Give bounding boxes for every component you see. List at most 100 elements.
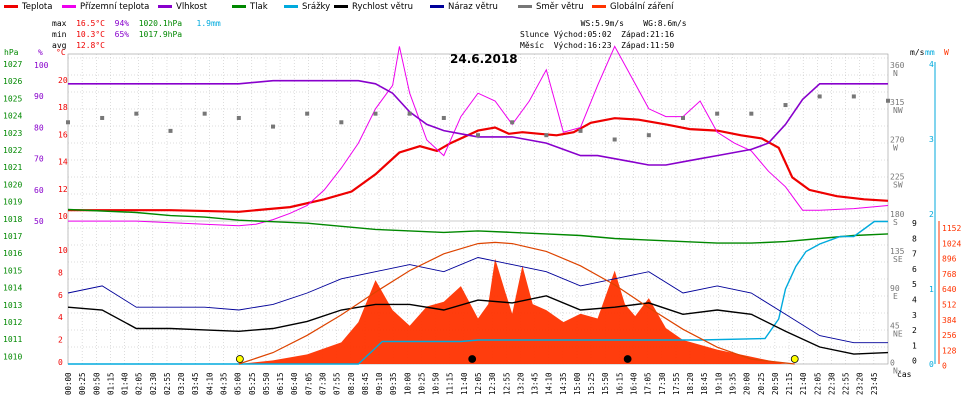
sun-label: Slunce bbox=[520, 30, 549, 39]
legend-label: Globální záření bbox=[610, 2, 674, 12]
pct-tick: 60 bbox=[34, 186, 44, 195]
time-tick-label: 07:55 bbox=[333, 372, 342, 395]
time-tick-label: 10:25 bbox=[417, 372, 426, 395]
time-tick-label: 02:55 bbox=[163, 372, 172, 395]
stat-max-hum: 94% bbox=[114, 19, 130, 28]
wind-ms-tick: 8 bbox=[912, 234, 917, 243]
time-tick-label: 08:45 bbox=[361, 372, 370, 395]
hpa-tick: 1024 bbox=[3, 112, 22, 121]
pct-tick: 100 bbox=[34, 61, 49, 70]
lower-tick: 2 bbox=[58, 336, 63, 345]
time-tick-label: 02:30 bbox=[149, 372, 158, 395]
sun-rise: Východ:05:02 bbox=[553, 30, 612, 39]
time-tick-label: 02:05 bbox=[135, 372, 144, 395]
dir-tick-deg: 90 bbox=[890, 284, 900, 293]
time-tick-label: 21:15 bbox=[785, 372, 794, 395]
legend-label: Rychlost větru bbox=[352, 2, 414, 12]
w-tick: 128 bbox=[942, 346, 957, 355]
legend-swatch bbox=[284, 5, 298, 8]
c-tick: 10 bbox=[58, 212, 68, 221]
radiation-layer bbox=[68, 258, 888, 364]
stat-max-rain: 1.9mm bbox=[196, 19, 221, 28]
wind-direction-point bbox=[510, 120, 515, 125]
time-tick-label: 15:50 bbox=[601, 372, 610, 395]
dir-tick-deg: 360 bbox=[890, 61, 905, 70]
time-tick-label: 17:55 bbox=[672, 372, 681, 395]
lower-tick: 0 bbox=[58, 358, 63, 367]
dir-tick-name: SW bbox=[893, 181, 903, 190]
wind-direction-point bbox=[886, 98, 890, 103]
pct-unit: % bbox=[38, 48, 43, 57]
time-tick-label: 23:45 bbox=[870, 372, 879, 395]
series-line bbox=[238, 241, 795, 365]
moon-label: Měsíc bbox=[520, 41, 545, 50]
wind-direction-point bbox=[851, 94, 856, 99]
time-tick-label: 03:20 bbox=[177, 372, 186, 395]
dir-tick-deg: 135 bbox=[890, 247, 905, 256]
legend-swatch bbox=[158, 5, 172, 8]
hpa-tick: 1010 bbox=[3, 352, 22, 361]
grid bbox=[67, 53, 889, 365]
marker-point bbox=[235, 355, 244, 363]
hpa-tick: 1022 bbox=[3, 146, 22, 155]
hpa-tick: 1017 bbox=[3, 232, 22, 241]
time-tick-label: 10:00 bbox=[403, 372, 412, 395]
c-unit: °C bbox=[56, 48, 66, 57]
dir-tick-deg: 315 bbox=[890, 98, 905, 107]
wind-direction-point bbox=[715, 111, 720, 116]
mm-tick: 2 bbox=[929, 210, 934, 219]
dir-tick-name: W bbox=[893, 143, 898, 152]
w-tick: 1024 bbox=[942, 239, 961, 248]
marker-point bbox=[790, 355, 799, 363]
time-tick-label: 01:40 bbox=[121, 372, 130, 395]
series-line bbox=[67, 257, 888, 344]
mm-tick: 3 bbox=[929, 135, 934, 144]
legend-swatch bbox=[592, 5, 606, 8]
ms-unit: m/s bbox=[910, 48, 925, 57]
time-tick-label: 09:35 bbox=[389, 372, 398, 395]
time-tick-label: 07:05 bbox=[304, 372, 313, 395]
dir-tick-deg: 45 bbox=[890, 321, 900, 330]
stat-label: min bbox=[52, 30, 67, 39]
hpa-tick: 1020 bbox=[3, 180, 22, 189]
hpa-tick: 1019 bbox=[3, 198, 22, 207]
wind-direction-point bbox=[612, 137, 617, 142]
dir-tick-name: N bbox=[893, 367, 898, 376]
legend-item: Přízemní teplota bbox=[62, 2, 149, 12]
time-tick-label: 06:15 bbox=[276, 372, 285, 395]
time-tick-label: 17:05 bbox=[644, 372, 653, 395]
legend-label: Náraz větru bbox=[448, 2, 498, 12]
time-tick-label: 22:30 bbox=[827, 372, 836, 395]
wind-direction-point bbox=[749, 111, 754, 116]
time-tick-label: 22:55 bbox=[842, 372, 851, 395]
mm-tick: 0 bbox=[929, 360, 934, 369]
time-tick-label: 13:20 bbox=[516, 372, 525, 395]
wind-direction-point bbox=[373, 111, 378, 116]
time-tick-label: 15:00 bbox=[573, 372, 582, 395]
time-tick-label: 18:20 bbox=[686, 372, 695, 395]
time-tick-label: 12:30 bbox=[488, 372, 497, 395]
time-tick-label: 11:15 bbox=[446, 372, 455, 395]
w-unit: W bbox=[944, 48, 949, 57]
series-line bbox=[67, 208, 889, 244]
series-line bbox=[68, 45, 889, 227]
hpa-tick: 1021 bbox=[3, 163, 22, 172]
legend-item: Tlak bbox=[232, 2, 268, 12]
time-tick-label: 23:20 bbox=[856, 372, 865, 395]
wind-direction-point bbox=[783, 103, 788, 108]
legend-swatch bbox=[430, 5, 444, 8]
time-tick-label: 12:05 bbox=[474, 372, 483, 395]
dir-tick-deg: 225 bbox=[890, 173, 905, 182]
hpa-tick: 1013 bbox=[3, 301, 22, 310]
stat-max-press: 1020.1hPa bbox=[138, 19, 183, 28]
dir-tick-deg: 270 bbox=[890, 135, 905, 144]
dir-tick-name: NW bbox=[893, 106, 903, 115]
w-tick: 256 bbox=[942, 331, 957, 340]
time-tick-label: 00:25 bbox=[78, 372, 87, 395]
mm-tick: 4 bbox=[929, 60, 934, 69]
dir-tick-name: NE bbox=[893, 329, 903, 338]
wind-direction-point bbox=[305, 111, 310, 116]
legend-label: Teplota bbox=[22, 2, 53, 12]
time-tick-label: 14:35 bbox=[559, 372, 568, 395]
